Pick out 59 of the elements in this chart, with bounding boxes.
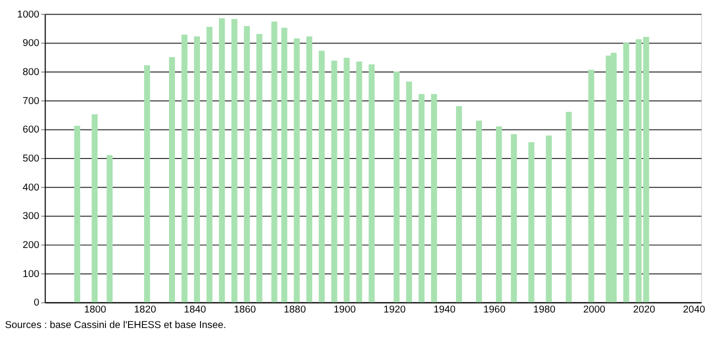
- bar: [182, 34, 188, 302]
- y-tick-label: 1000: [17, 9, 40, 20]
- bar: [368, 64, 375, 302]
- bar: [294, 38, 300, 302]
- bar: [476, 120, 482, 302]
- bar: [528, 142, 534, 302]
- bar: [74, 126, 80, 302]
- bar: [106, 155, 113, 302]
- x-tick-label: 2040: [683, 304, 706, 316]
- source-note: Sources : base Cassini de l'EHESS et base Insee.: [4, 320, 226, 332]
- bar: [546, 136, 552, 302]
- y-tick-label: 600: [22, 124, 40, 136]
- bar: [394, 72, 400, 302]
- bar: [418, 94, 425, 302]
- bar: [566, 112, 572, 302]
- x-tick-label: 1800: [84, 304, 107, 316]
- bar: [169, 57, 175, 302]
- bar: [218, 18, 225, 302]
- bar: [92, 114, 98, 302]
- x-tick-label: 1900: [334, 304, 356, 316]
- bar: [306, 36, 312, 302]
- bar: [318, 50, 325, 302]
- bar: [256, 34, 262, 302]
- bar: [144, 65, 150, 302]
- bar: [244, 26, 250, 302]
- bar: [271, 22, 278, 302]
- x-tick-label: 2020: [633, 304, 656, 316]
- x-tick-label: 1840: [184, 304, 206, 316]
- y-tick-label: 0: [34, 298, 40, 309]
- bar: [231, 19, 238, 302]
- bar: [588, 70, 594, 302]
- bar: [281, 28, 288, 302]
- y-tick-label: 700: [22, 96, 40, 107]
- bar: [206, 26, 212, 302]
- bar: [431, 94, 438, 302]
- bar: [356, 61, 362, 302]
- bar: [496, 126, 502, 302]
- bar: [456, 106, 462, 302]
- y-tick-label: 400: [22, 182, 40, 194]
- bar: [331, 60, 338, 302]
- y-tick-label: 900: [22, 38, 40, 50]
- y-tick-label: 800: [22, 67, 40, 78]
- x-tick-label: 1860: [234, 304, 256, 316]
- y-tick-label: 200: [22, 240, 40, 252]
- bar: [194, 36, 200, 302]
- x-tick-label: 1980: [533, 304, 556, 316]
- x-tick-label: 1920: [384, 304, 406, 316]
- bar: [344, 58, 350, 302]
- bar: [406, 82, 412, 302]
- x-tick-label: 1940: [433, 304, 456, 316]
- x-tick-label: 1960: [483, 304, 506, 316]
- x-tick-label: 2000: [583, 304, 606, 316]
- bar: [510, 134, 517, 302]
- bar: [623, 42, 630, 302]
- x-tick-label: 1820: [134, 304, 157, 316]
- y-tick-label: 500: [22, 154, 40, 165]
- x-tick-label: 1880: [284, 304, 306, 316]
- y-tick-label: 300: [22, 211, 40, 222]
- y-tick-label: 100: [22, 268, 40, 280]
